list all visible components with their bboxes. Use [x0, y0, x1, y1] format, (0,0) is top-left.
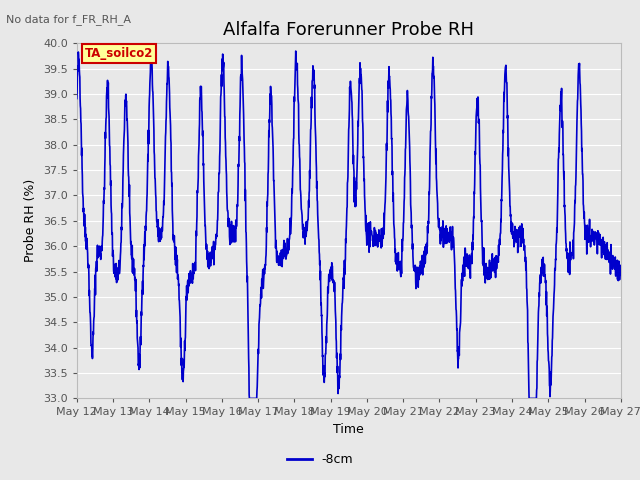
- X-axis label: Time: Time: [333, 423, 364, 436]
- Y-axis label: Probe RH (%): Probe RH (%): [24, 179, 38, 263]
- Title: Alfalfa Forerunner Probe RH: Alfalfa Forerunner Probe RH: [223, 21, 474, 39]
- Text: No data for f_FR_RH_A: No data for f_FR_RH_A: [6, 14, 131, 25]
- Legend: -8cm: -8cm: [282, 448, 358, 471]
- Text: TA_soilco2: TA_soilco2: [85, 48, 154, 60]
